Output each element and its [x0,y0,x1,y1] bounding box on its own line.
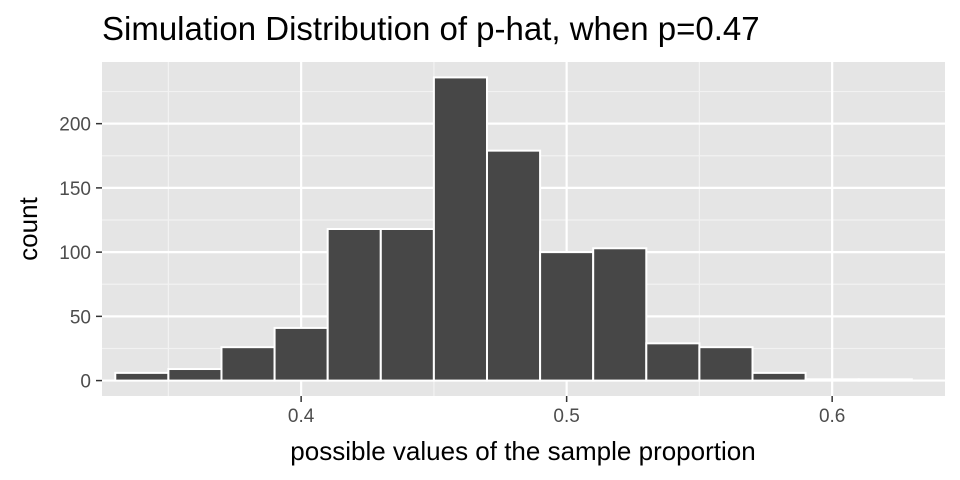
histogram-bar [592,247,648,382]
histogram-bar [804,378,860,382]
histogram-bar [485,149,542,382]
histogram-bar [326,228,382,382]
y-tick-label: 0 [80,372,91,393]
x-tick-label: 0.5 [553,406,579,427]
chart-title: Simulation Distribution of p-hat, when p… [102,10,760,47]
y-tick-label: 200 [59,115,91,136]
x-axis: 0.4 0.5 0.6 [288,396,845,427]
x-tick-label: 0.6 [819,406,845,427]
y-tick-label: 150 [59,179,91,200]
histogram-bar [273,326,329,382]
y-tick-label: 100 [59,243,91,264]
histogram-bar [167,368,223,382]
histogram-bar [379,228,435,382]
histogram-bar [220,346,276,382]
y-tick-label: 50 [70,307,91,328]
histogram-bar [857,378,913,382]
histogram-bar [645,342,701,382]
x-axis-label: possible values of the sample proportion [290,436,755,466]
histogram-bar [114,371,170,382]
histogram-bar [432,76,488,382]
histogram-bar [539,251,595,382]
x-tick-label: 0.4 [288,406,315,427]
histogram-bar [698,346,754,382]
y-axis-label: count [13,196,43,260]
histogram-bar [751,371,807,382]
y-axis: 0 50 100 150 200 [59,115,102,393]
histogram-bars [114,76,913,382]
